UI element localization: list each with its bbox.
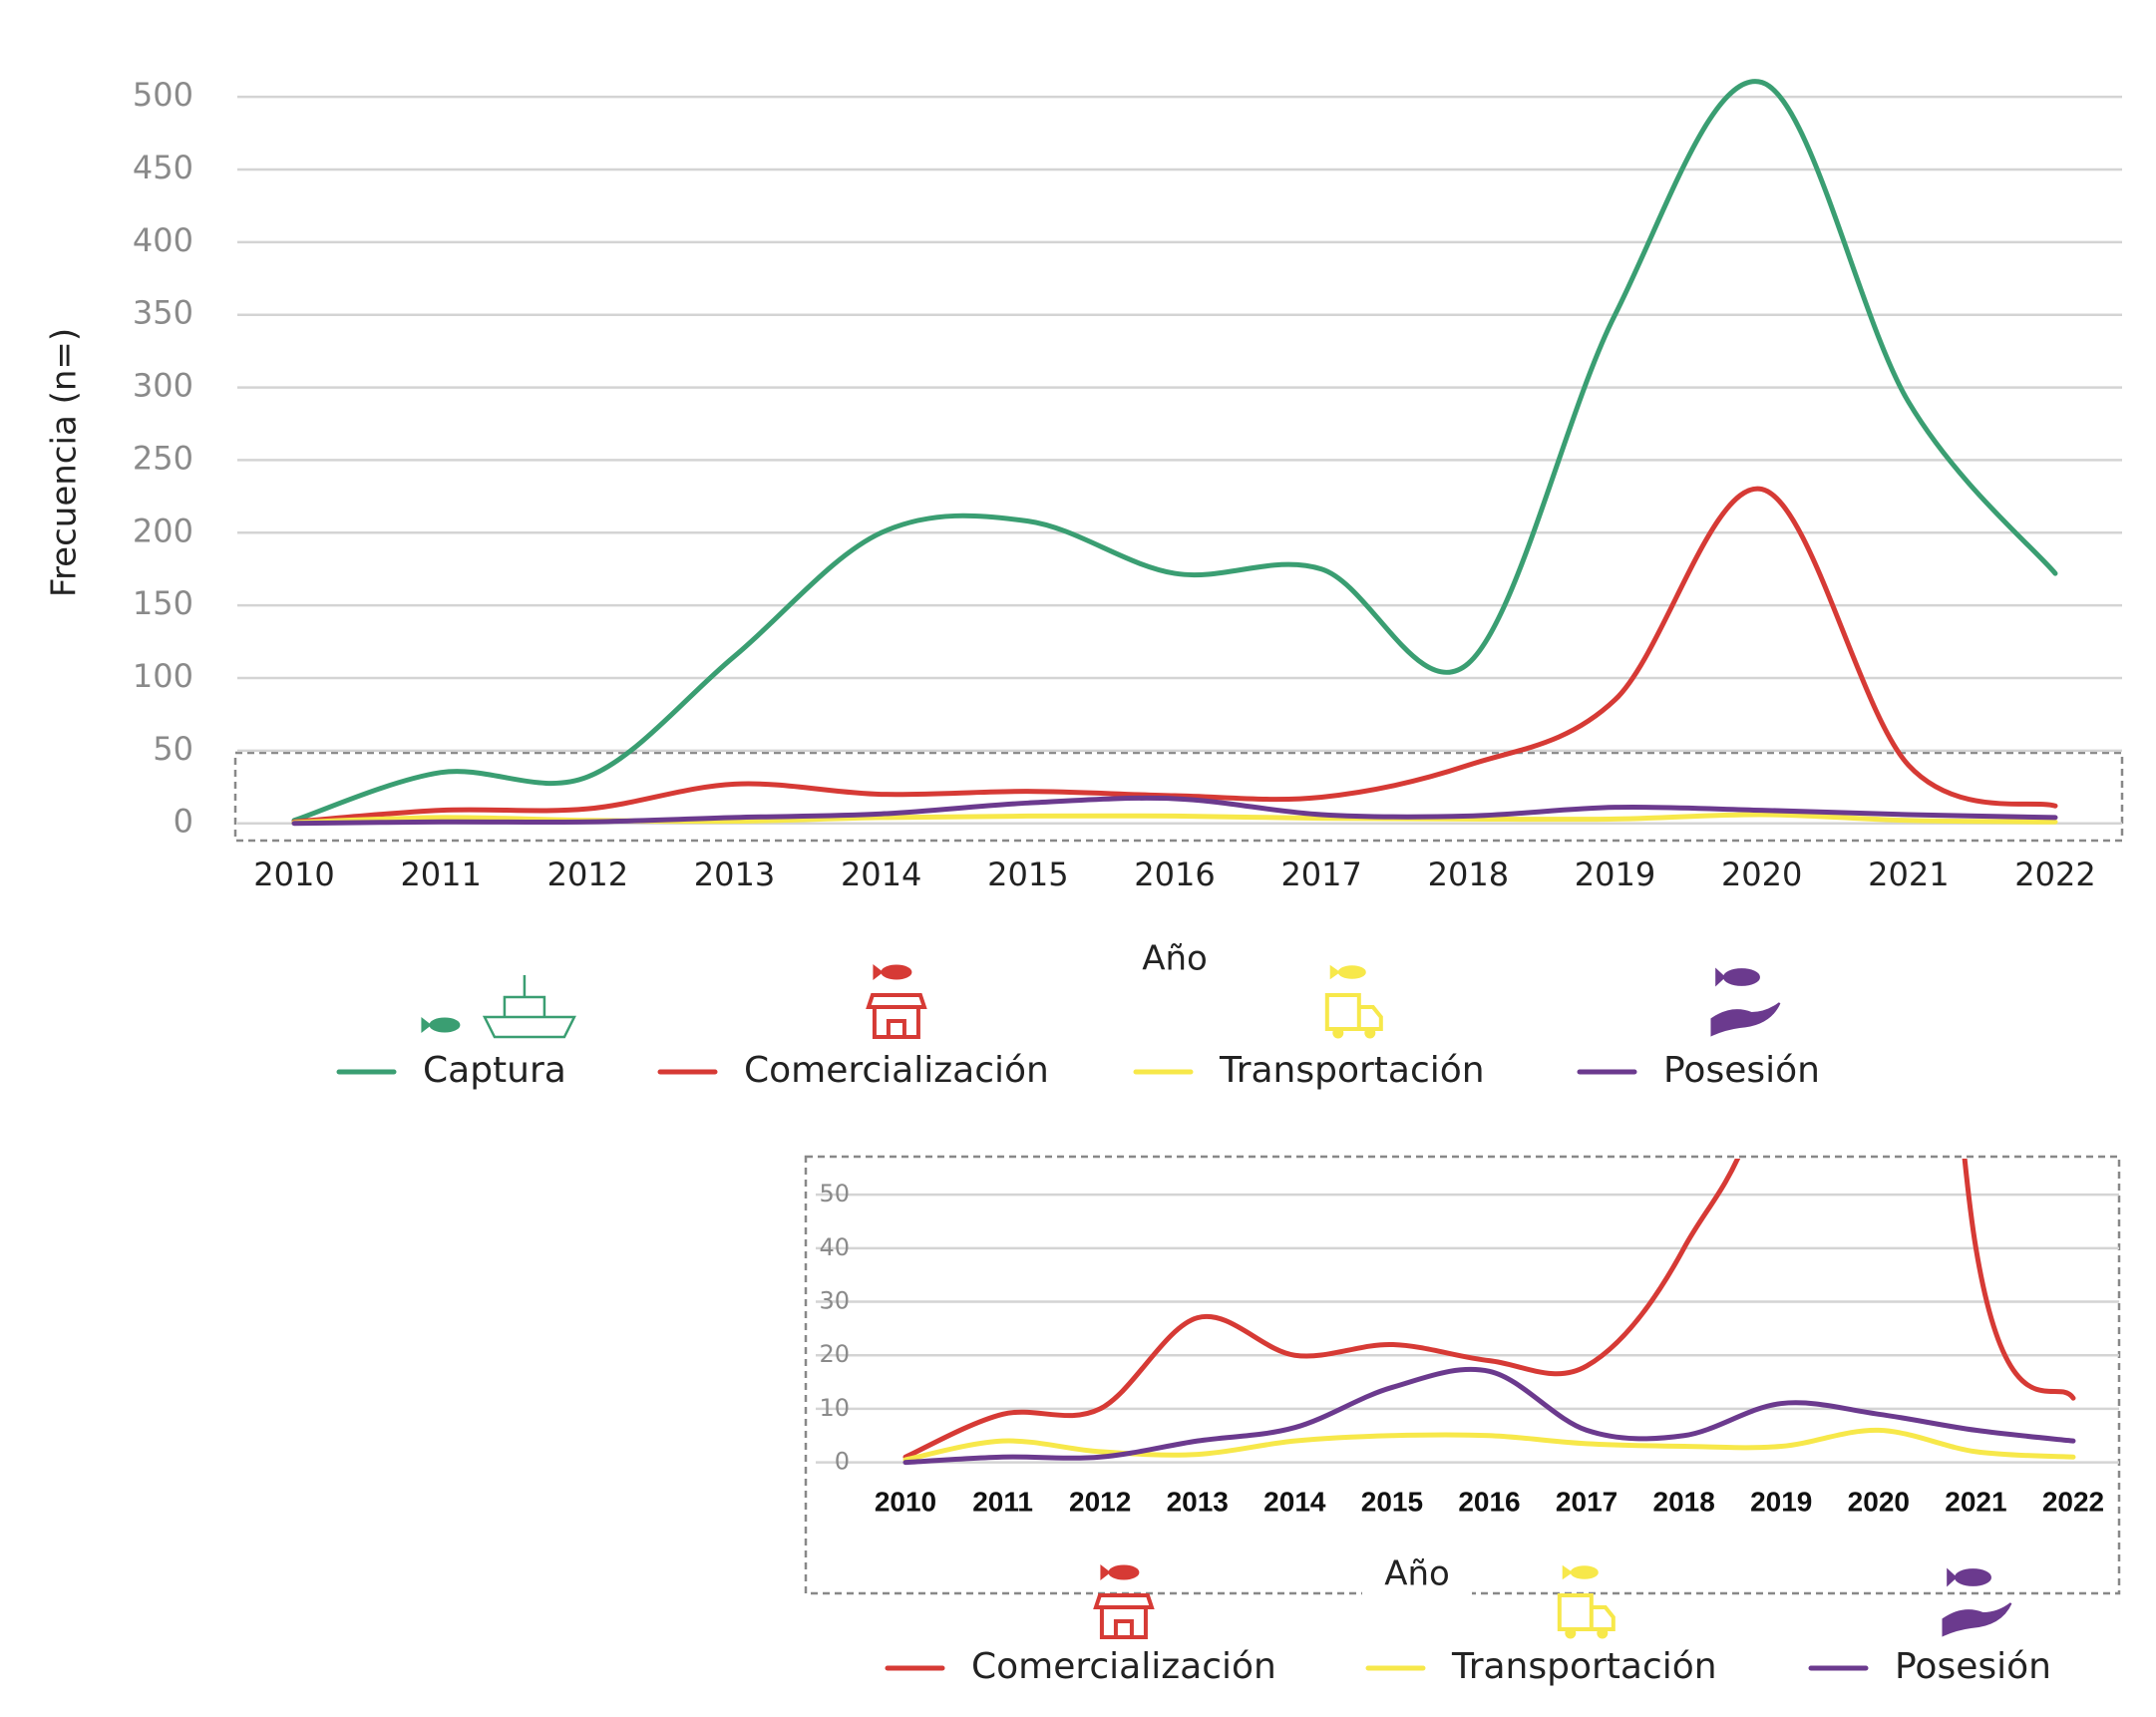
icon-fish — [1954, 1568, 1991, 1586]
y-tick-label: 40 — [819, 1233, 850, 1261]
legend-icon — [866, 963, 927, 1039]
icon-hand — [1942, 1602, 2012, 1637]
plot-area — [291, 79, 2058, 827]
x-tick-label: 2013 — [694, 856, 775, 893]
icon-wheel — [1565, 1627, 1577, 1639]
icon-truck — [1557, 1593, 1616, 1631]
x-axis-label: Año — [1142, 939, 1208, 979]
legend-icon — [1093, 1563, 1155, 1639]
x-tick-label: 2022 — [2014, 856, 2095, 893]
x-tick-label: 2011 — [972, 1486, 1033, 1517]
inset-border — [804, 1155, 2121, 1595]
legend-label: Posesión — [1895, 1646, 2051, 1687]
icon-fish-tail — [873, 963, 884, 981]
y-tick-label: 50 — [819, 1180, 850, 1207]
icon-store — [866, 993, 927, 1039]
x-tick-label: 2012 — [547, 856, 628, 893]
x-tick-label: 2010 — [253, 856, 334, 893]
y-tick-label: 400 — [133, 221, 193, 259]
icon-fish-tail — [1947, 1567, 1958, 1587]
series-line — [902, 1366, 2076, 1466]
plot-area — [902, 1159, 2076, 1466]
icon-wheel — [1597, 1627, 1609, 1639]
icon-fish — [429, 1017, 461, 1033]
icon-wheel — [1364, 1027, 1376, 1039]
y-tick-label: 0 — [174, 803, 193, 841]
icon-fish-tail — [1715, 967, 1726, 987]
icon-fish-tail — [1100, 1563, 1111, 1581]
icon-boat — [482, 975, 576, 1039]
x-axis-label: Año — [1384, 1554, 1450, 1594]
icon-fish — [1570, 1565, 1599, 1579]
legend-label: Captura — [423, 1050, 566, 1091]
x-tick-label: 2020 — [1721, 856, 1802, 893]
y-tick-label: 0 — [835, 1448, 850, 1476]
legend-label: Transportación — [1219, 1050, 1485, 1091]
series-line — [291, 79, 2058, 824]
series-line — [902, 1427, 2076, 1463]
x-tick-label: 2020 — [1848, 1486, 1910, 1517]
y-tick-label: 10 — [819, 1394, 850, 1422]
x-tick-label: 2016 — [1134, 856, 1215, 893]
x-tick-label: 2013 — [1167, 1486, 1229, 1517]
x-tick-label: 2019 — [1575, 856, 1655, 893]
legend-label: Posesión — [1663, 1050, 1820, 1091]
zoom-region — [233, 751, 2124, 843]
series-line — [902, 1159, 2076, 1460]
icon-store — [1093, 1593, 1155, 1639]
icon-fish — [1108, 1564, 1140, 1580]
x-tick-label: 2021 — [1868, 856, 1949, 893]
series-line — [291, 795, 2058, 827]
axis-label-bg — [1362, 1549, 1472, 1601]
icon-fish-tail — [1562, 1564, 1574, 1580]
icon-fish — [881, 964, 912, 980]
y-axis-label: Frecuencia (n=) — [45, 328, 85, 597]
x-tick-label: 2022 — [2042, 1486, 2104, 1517]
y-tick-label: 450 — [133, 149, 193, 186]
x-tick-label: 2017 — [1556, 1486, 1617, 1517]
x-tick-label: 2018 — [1653, 1486, 1715, 1517]
y-tick-label: 20 — [819, 1340, 850, 1368]
y-tick-label: 30 — [819, 1287, 850, 1315]
icon-fish — [1337, 965, 1366, 979]
icon-fish-tail — [1329, 964, 1341, 980]
y-tick-label: 500 — [133, 76, 193, 114]
legend-label: Transportación — [1451, 1646, 1717, 1687]
legend-label: Comercialización — [971, 1646, 1276, 1687]
y-tick-label: 100 — [133, 657, 193, 695]
x-tick-label: 2021 — [1945, 1486, 2006, 1517]
y-tick-label: 300 — [133, 367, 193, 405]
icon-hand — [1710, 1002, 1781, 1037]
icon-truck — [1324, 993, 1383, 1031]
x-tick-label: 2012 — [1069, 1486, 1131, 1517]
y-tick-label: 350 — [133, 294, 193, 332]
icon-wheel — [1332, 1027, 1344, 1039]
x-tick-label: 2014 — [841, 856, 921, 893]
legend-label: Comercialización — [744, 1050, 1049, 1091]
x-tick-label: 2019 — [1750, 1486, 1812, 1517]
icon-fish-tail — [421, 1016, 432, 1034]
x-tick-label: 2015 — [1361, 1486, 1423, 1517]
y-tick-label: 250 — [133, 439, 193, 477]
x-tick-label: 2014 — [1263, 1486, 1326, 1517]
series-line — [291, 486, 2058, 825]
x-tick-label: 2015 — [987, 856, 1068, 893]
x-tick-label: 2010 — [875, 1486, 936, 1517]
legend-icon — [1557, 1564, 1616, 1639]
legend-icon — [1324, 964, 1383, 1039]
x-tick-label: 2016 — [1458, 1486, 1520, 1517]
x-tick-label: 2011 — [400, 856, 481, 893]
y-tick-label: 50 — [153, 730, 193, 768]
y-tick-label: 200 — [133, 512, 193, 549]
legend-icon — [1710, 967, 1781, 1037]
x-tick-label: 2018 — [1428, 856, 1509, 893]
y-tick-label: 150 — [133, 584, 193, 622]
x-tick-label: 2017 — [1280, 856, 1361, 893]
legend-icon — [421, 975, 576, 1039]
legend-icon — [1942, 1567, 2012, 1637]
icon-fish — [1722, 968, 1760, 986]
